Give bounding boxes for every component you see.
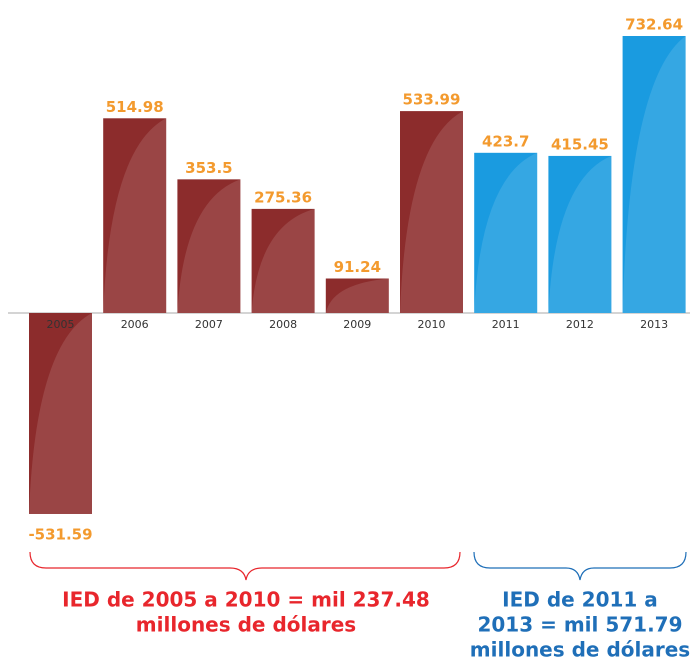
x-tick-label: 2013 [640, 318, 668, 331]
value-label: 533.99 [403, 91, 461, 109]
x-tick-label: 2012 [566, 318, 594, 331]
annotation: millones de dólares [136, 613, 356, 637]
annotation: IED de 2005 a 2010 = mil 237.48 [62, 588, 430, 612]
bar-shine [325, 278, 389, 313]
x-tick-label: 2008 [269, 318, 297, 331]
annotation: IED de 2011 a [502, 588, 658, 612]
value-label: -531.59 [28, 525, 92, 543]
bar [474, 152, 538, 313]
value-label: 353.5 [185, 159, 232, 177]
bar-shine [103, 118, 167, 314]
bar [177, 179, 241, 313]
annotation: millones de dólares [470, 638, 690, 662]
bar [29, 313, 92, 514]
bar [251, 208, 315, 313]
x-tick-label: 2009 [343, 318, 371, 331]
bar-shine [622, 36, 686, 313]
bar-shine [474, 152, 538, 313]
value-label: 423.7 [482, 132, 529, 150]
bar-shine [548, 155, 612, 313]
x-tick-label: 2011 [492, 318, 520, 331]
value-label: 415.45 [551, 135, 609, 153]
x-tick-label: 2006 [121, 318, 149, 331]
x-tick-label: 2005 [47, 318, 75, 331]
brace [473, 551, 687, 581]
x-tick-label: 2010 [418, 318, 446, 331]
bar [103, 118, 167, 314]
value-label: 275.36 [254, 188, 312, 206]
bar-shine [29, 313, 92, 514]
bar [548, 155, 612, 313]
value-label: 732.64 [625, 16, 683, 34]
value-label: 91.24 [334, 258, 381, 276]
annotation: 2013 = mil 571.79 [477, 613, 682, 637]
x-tick-label: 2007 [195, 318, 223, 331]
bar [622, 36, 686, 313]
value-label: 514.98 [106, 98, 164, 116]
bar [400, 111, 463, 313]
bar-shine [400, 111, 463, 313]
brace [29, 551, 461, 581]
bar [325, 278, 389, 313]
bar-shine [177, 179, 241, 313]
bar-shine [251, 208, 315, 313]
